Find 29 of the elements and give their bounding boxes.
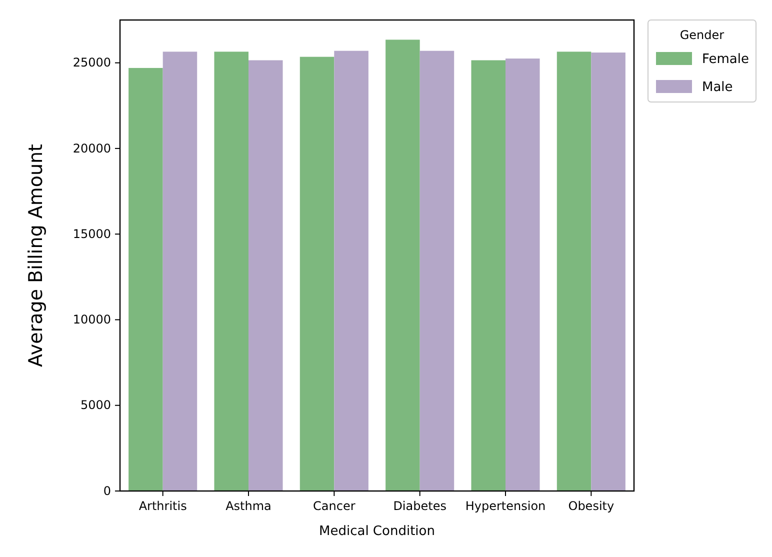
y-tick-label: 15000 <box>72 226 111 241</box>
bar <box>591 52 626 491</box>
bar <box>471 60 506 491</box>
bar <box>214 52 248 491</box>
bar <box>420 50 454 491</box>
x-tick-label: Arthritis <box>138 499 187 513</box>
bar <box>162 52 198 491</box>
y-tick-label: 25000 <box>72 56 111 70</box>
x-tick-label: Cancer <box>313 499 356 513</box>
y-axis-title: Average Billing Amount <box>25 144 47 368</box>
bar <box>334 50 368 491</box>
bar <box>506 58 540 491</box>
x-axis-title: Medical Condition <box>319 524 435 539</box>
bar <box>128 68 163 491</box>
y-tick-label: 0 <box>103 484 111 498</box>
y-tick-label: 5000 <box>80 398 111 412</box>
x-tick-label: Asthma <box>226 499 272 513</box>
bar <box>248 60 283 491</box>
bar <box>300 56 334 491</box>
x-tick-label: Obesity <box>568 499 614 513</box>
y-tick-label: 20000 <box>72 141 111 156</box>
bar <box>386 40 420 491</box>
legend-label: Male <box>702 80 733 95</box>
y-tick-label: 10000 <box>72 312 111 327</box>
bar <box>556 52 592 491</box>
x-tick-label: Hypertension <box>465 499 546 513</box>
legend-title: Gender <box>680 28 724 42</box>
x-tick-label: Diabetes <box>393 499 446 513</box>
legend-label: Female <box>702 52 750 67</box>
